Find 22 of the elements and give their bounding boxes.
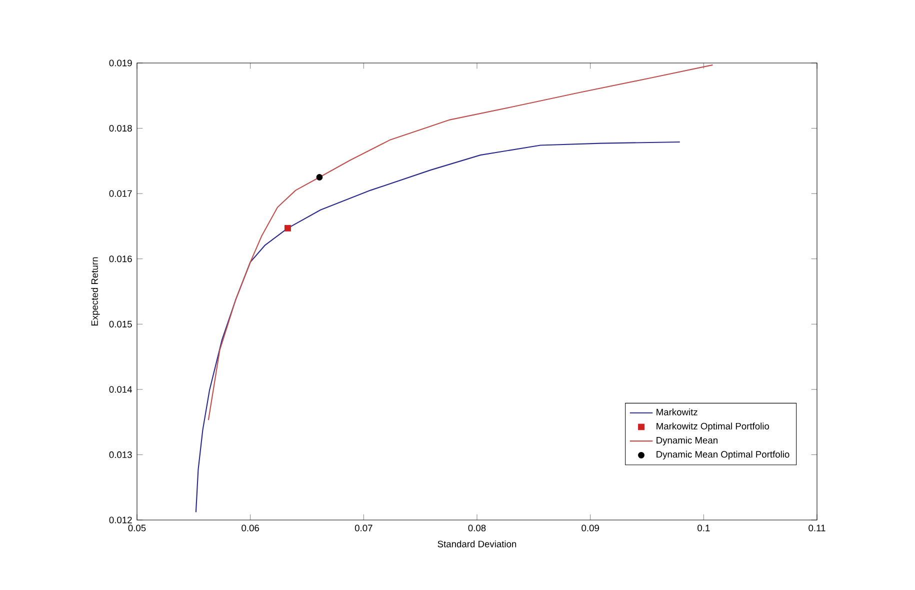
- y-tick-label: 0.018: [109, 124, 132, 132]
- x-axis-title: Standard Deviation: [438, 540, 516, 548]
- y-tick-label: 0.017: [109, 190, 132, 197]
- x-tick-label: 0.06: [242, 524, 259, 532]
- legend-label: Markowitz Optimal Portfolio: [656, 422, 770, 432]
- y-tick-label: 0.019: [109, 60, 132, 66]
- x-tick-label: 0.1: [698, 524, 710, 532]
- x-tick-label: 0.11: [808, 524, 826, 532]
- x-tick-label: 0.05: [128, 524, 146, 532]
- y-axis-title: Expected Return: [91, 257, 100, 326]
- y-tick-label: 0.013: [109, 451, 132, 458]
- x-tick-label: 0.07: [354, 524, 372, 532]
- legend-label: Markowitz: [656, 408, 698, 416]
- y-tick-label: 0.015: [109, 320, 132, 328]
- x-tick-label: 0.08: [468, 524, 486, 532]
- legend-label: Dynamic Mean Optimal Portfolio: [656, 450, 790, 460]
- x-tick-label: 0.09: [582, 524, 599, 532]
- legend-label: Dynamic Mean: [656, 436, 718, 446]
- line-series: [208, 64, 714, 421]
- y-tick-label: 0.016: [109, 256, 132, 262]
- y-tick-label: 0.012: [109, 516, 132, 524]
- y-tick-label: 0.014: [109, 386, 132, 393]
